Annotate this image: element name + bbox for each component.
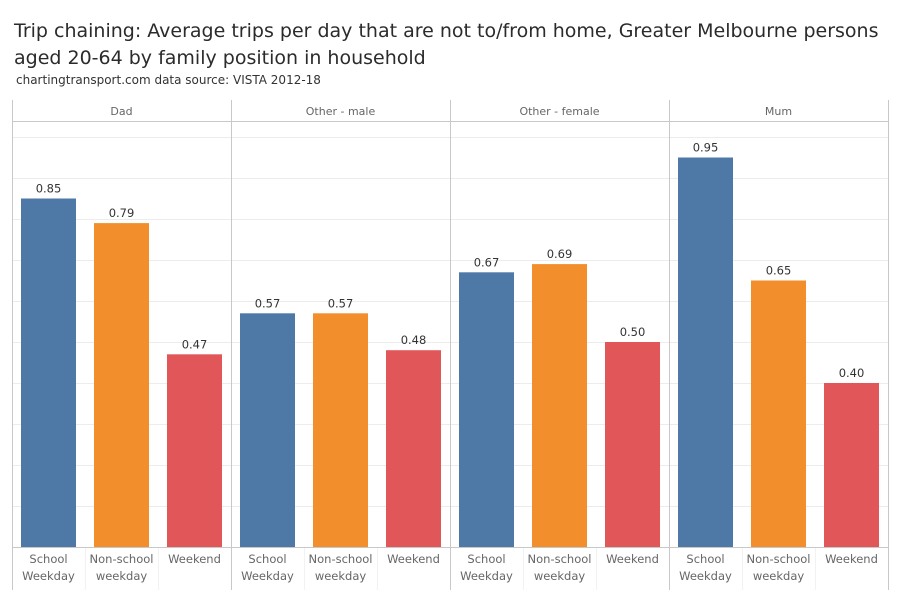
data-label: 0.69 xyxy=(547,247,573,261)
data-label: 0.95 xyxy=(693,141,719,155)
x-tick-label: weekday xyxy=(534,569,586,583)
data-label: 0.57 xyxy=(255,296,281,310)
x-tick-label: Weekend xyxy=(168,552,221,566)
bar xyxy=(94,223,149,547)
data-label: 0.47 xyxy=(182,337,208,351)
data-label: 0.50 xyxy=(620,325,646,339)
bar xyxy=(751,280,806,547)
data-label: 0.57 xyxy=(328,296,354,310)
x-tick-label: weekday xyxy=(96,569,148,583)
panel-header-label: Mum xyxy=(765,105,792,118)
bar xyxy=(532,264,587,547)
x-tick-label: Non-school xyxy=(90,552,154,566)
x-tick-label: Weekday xyxy=(22,569,75,583)
bar xyxy=(386,350,441,547)
x-tick-label: Weekday xyxy=(460,569,513,583)
chart-title: Trip chaining: Average trips per day tha… xyxy=(14,20,879,69)
chart-subtitle: chartingtransport.com data source: VISTA… xyxy=(16,73,321,87)
x-tick-label: Non-school xyxy=(747,552,811,566)
x-tick-label: School xyxy=(29,552,67,566)
bar xyxy=(240,313,295,547)
panel-header-label: Other - female xyxy=(519,105,599,118)
x-tick-label: weekday xyxy=(315,569,367,583)
x-tick-label: School xyxy=(467,552,505,566)
bar xyxy=(459,272,514,547)
data-label: 0.65 xyxy=(766,264,792,278)
x-tick-label: Weekend xyxy=(606,552,659,566)
bar xyxy=(167,354,222,547)
x-tick-label: School xyxy=(686,552,724,566)
x-tick-label: weekday xyxy=(753,569,805,583)
data-label: 0.79 xyxy=(109,206,135,220)
data-label: 0.40 xyxy=(839,366,865,380)
bar xyxy=(313,313,368,547)
data-label: 0.67 xyxy=(474,255,500,269)
panel-header-label: Dad xyxy=(110,105,132,118)
panel-header-label: Other - male xyxy=(306,105,376,118)
x-tick-label: Weekend xyxy=(387,552,440,566)
bar xyxy=(605,342,660,547)
data-label: 0.85 xyxy=(36,182,62,196)
bar xyxy=(678,157,733,547)
bar xyxy=(824,383,879,547)
data-label: 0.48 xyxy=(401,333,427,347)
bar xyxy=(21,198,76,547)
x-tick-label: Non-school xyxy=(528,552,592,566)
x-tick-label: Weekend xyxy=(825,552,878,566)
x-tick-label: Weekday xyxy=(241,569,294,583)
x-tick-label: School xyxy=(248,552,286,566)
x-tick-label: Weekday xyxy=(679,569,732,583)
x-tick-label: Non-school xyxy=(309,552,373,566)
